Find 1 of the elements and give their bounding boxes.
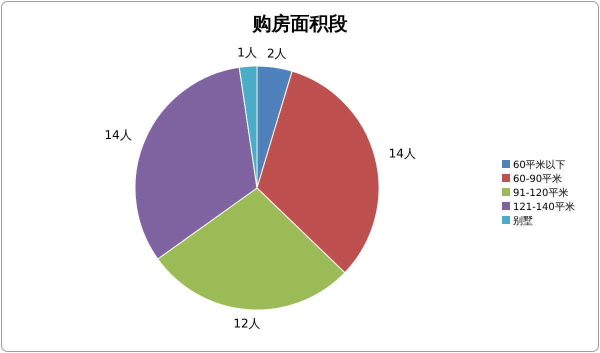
title: 购房面积段 [252, 13, 348, 35]
